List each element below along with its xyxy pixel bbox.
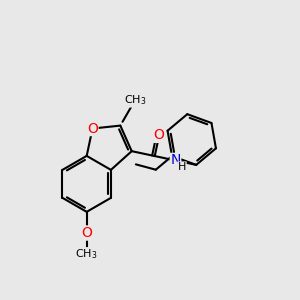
Text: CH$_3$: CH$_3$ — [76, 248, 98, 261]
Text: O: O — [87, 122, 98, 136]
Text: N: N — [170, 154, 181, 167]
Text: O: O — [81, 226, 92, 240]
Text: O: O — [154, 128, 165, 142]
Text: H: H — [178, 162, 186, 172]
Text: CH$_3$: CH$_3$ — [124, 93, 146, 107]
